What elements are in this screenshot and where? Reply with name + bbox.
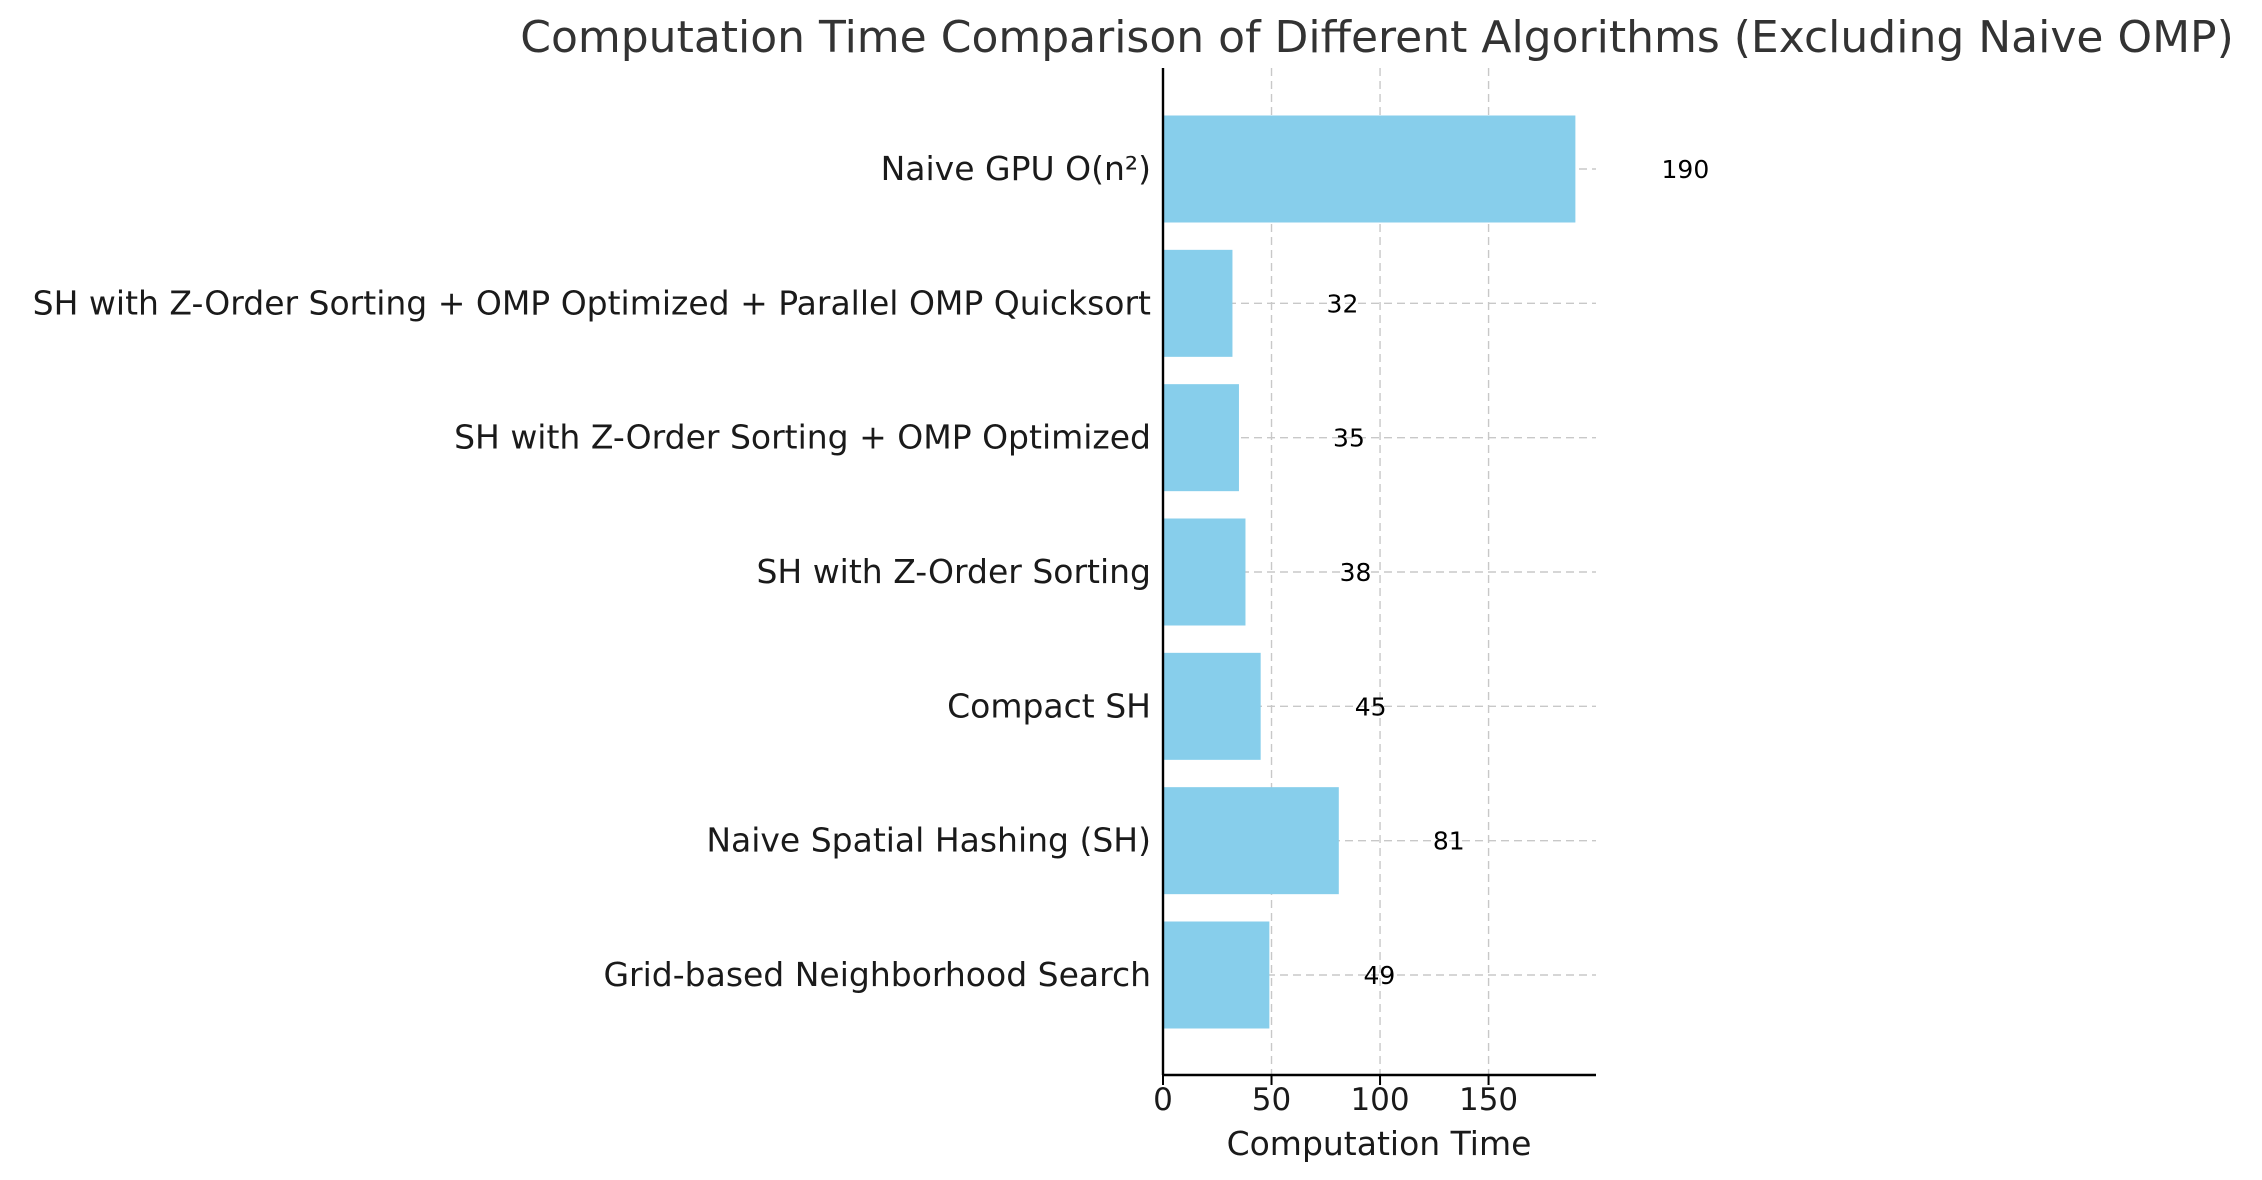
bar xyxy=(1163,249,1233,357)
data-label: 38 xyxy=(1340,558,1372,587)
x-tick-label: 50 xyxy=(1252,1082,1291,1118)
data-label: 35 xyxy=(1333,424,1365,453)
category-label: SH with Z-Order Sorting + OMP Optimized xyxy=(454,418,1151,457)
bar xyxy=(1163,518,1246,626)
category-label: SH with Z-Order Sorting xyxy=(756,552,1151,591)
category-label: Naive GPU O(n²) xyxy=(881,149,1151,188)
category-label: Naive Spatial Hashing (SH) xyxy=(706,821,1151,860)
category-labels: Grid-based Neighborhood Search Naive Spat… xyxy=(33,149,1151,994)
x-axis-ticks: 0 50 100 150 xyxy=(1153,1075,1518,1118)
chart-title: Computation Time Comparison of Different… xyxy=(520,12,2234,63)
bar xyxy=(1163,921,1270,1029)
data-label: 81 xyxy=(1433,827,1465,856)
bar xyxy=(1163,115,1576,223)
data-label: 190 xyxy=(1662,155,1710,184)
category-label: SH with Z-Order Sorting + OMP Optimized … xyxy=(33,283,1151,322)
data-label: 45 xyxy=(1355,692,1387,721)
bar xyxy=(1163,384,1239,492)
x-tick-label: 150 xyxy=(1459,1082,1518,1118)
x-axis-label: Computation Time xyxy=(1227,1124,1532,1163)
x-tick-label: 0 xyxy=(1153,1082,1173,1118)
bar xyxy=(1163,787,1339,895)
data-label: 32 xyxy=(1327,289,1359,318)
bar xyxy=(1163,652,1261,760)
data-labels: 49 81 45 38 35 32 190 xyxy=(1327,155,1710,990)
bars xyxy=(1163,115,1576,1029)
category-label: Compact SH xyxy=(947,686,1151,725)
category-label: Grid-based Neighborhood Search xyxy=(603,955,1151,994)
x-tick-label: 100 xyxy=(1350,1082,1409,1118)
data-label: 49 xyxy=(1363,961,1395,990)
